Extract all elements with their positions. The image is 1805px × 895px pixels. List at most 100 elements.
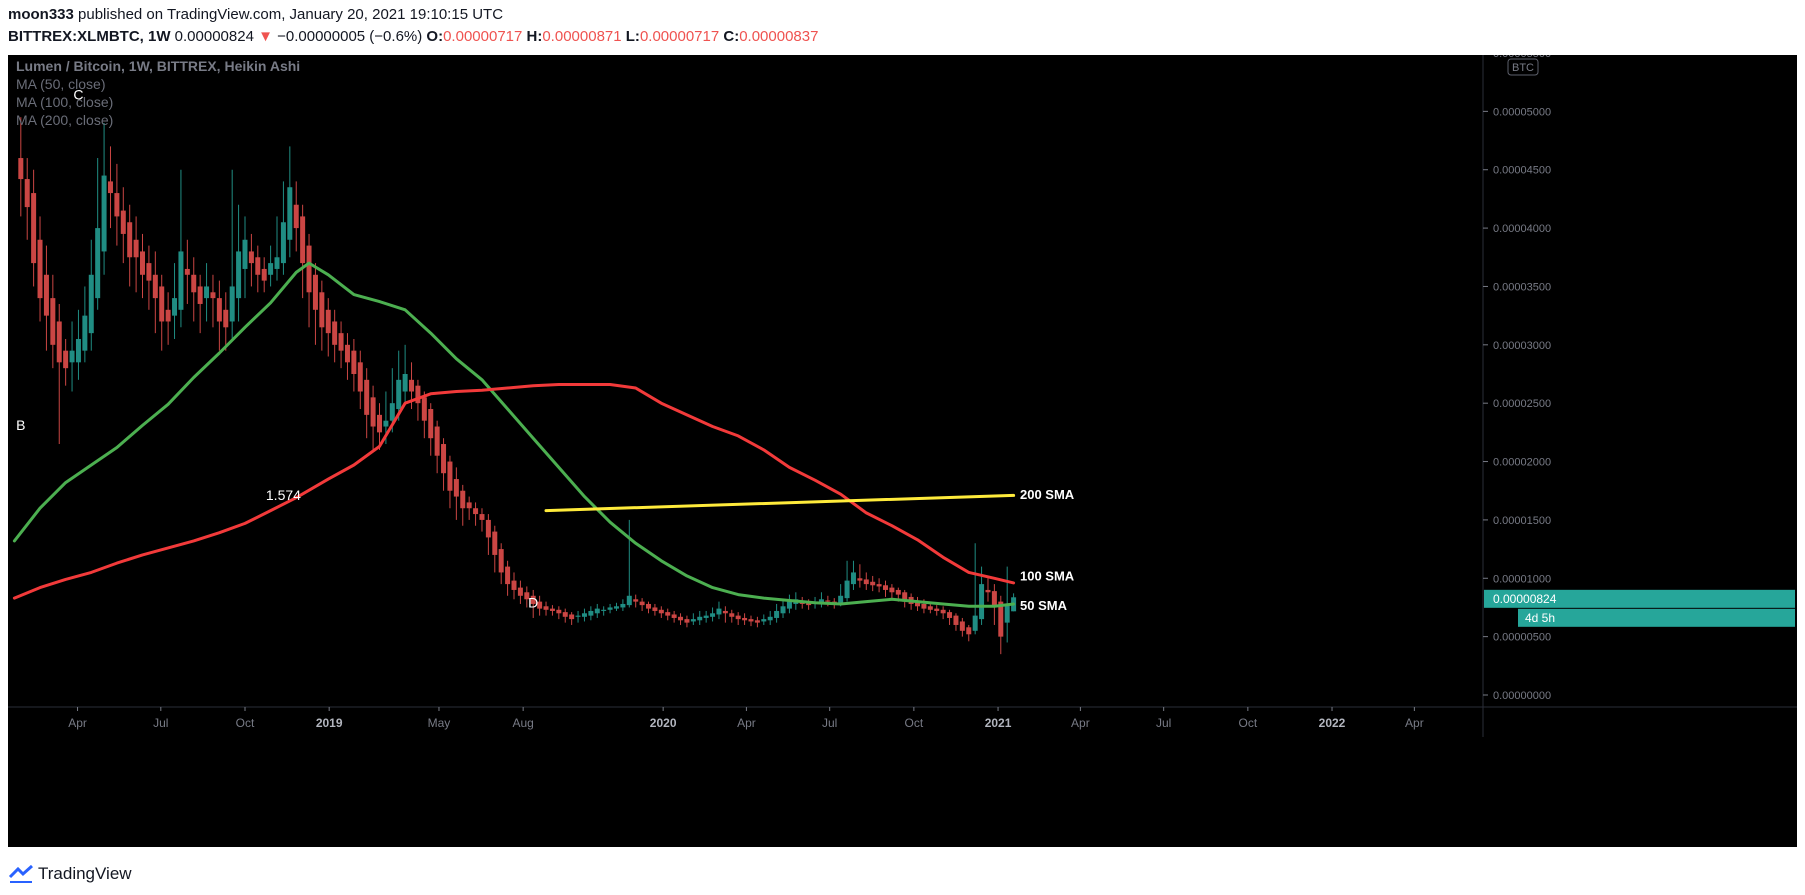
y-tick-label: 0.00000000 (1493, 690, 1551, 702)
candle (133, 216, 139, 293)
candle (716, 601, 722, 620)
candle-body (441, 444, 447, 474)
candle (678, 613, 684, 625)
candle-body (364, 379, 370, 415)
candle (191, 257, 197, 322)
tradingview-logo-icon (8, 864, 34, 884)
candle-body (966, 627, 972, 635)
x-tick-label: Apr (737, 716, 756, 730)
candle (658, 606, 664, 618)
candle-body (50, 298, 56, 345)
author-name[interactable]: moon333 (8, 6, 74, 23)
candle-body (88, 274, 94, 334)
candle (120, 187, 126, 264)
candle-body (460, 490, 466, 509)
candle-body (274, 257, 280, 269)
x-tick-label: Oct (1239, 716, 1258, 730)
candle-body (421, 397, 427, 421)
candle-body (697, 616, 703, 621)
y-tick-label: 0.00005000 (1493, 106, 1551, 118)
candle-body (319, 292, 325, 328)
candle (165, 292, 171, 345)
candle (601, 606, 607, 616)
candle-body (229, 286, 235, 322)
candle (223, 292, 229, 351)
candle (95, 158, 101, 310)
annotation-label: B (16, 417, 25, 433)
chart-area[interactable]: 0.00005500 0.00005000 0.00004500 0.00004000… (8, 55, 1797, 847)
candle (517, 580, 523, 604)
candle (927, 602, 933, 614)
candle (639, 598, 645, 611)
y-tick-label: 0.00000500 (1493, 632, 1551, 644)
candle (376, 403, 382, 450)
candle-body (998, 601, 1004, 637)
candle-body (453, 479, 459, 497)
candle (447, 455, 453, 509)
candle-body (665, 612, 671, 616)
chart-header: moon333 published on TradingView.com, Ja… (8, 4, 1798, 48)
candle-body (287, 187, 293, 240)
publish-info: published on TradingView.com, January 20… (78, 6, 504, 23)
candle-body (850, 572, 856, 585)
candle-body (505, 566, 511, 585)
candle-body (742, 617, 748, 621)
legend-item: MA (100, close) (16, 94, 113, 110)
candle (972, 543, 978, 635)
candle (338, 321, 344, 369)
candle-body (902, 592, 908, 602)
last-price-tag (1484, 589, 1795, 608)
symbol-name[interactable]: BITTREX:XLMBTC, 1W (8, 28, 171, 45)
x-tick-label: Apr (68, 716, 87, 730)
candle (652, 603, 658, 616)
candle (261, 257, 267, 293)
candle (229, 169, 235, 339)
candle (722, 606, 728, 623)
x-tick-label: 2021 (985, 716, 1012, 730)
candle-body (729, 613, 735, 617)
x-tick-label: Jul (153, 716, 168, 730)
y-tick-label: 0.00003000 (1493, 340, 1551, 352)
annotation-label: 50 SMA (1020, 598, 1068, 613)
candle (556, 606, 562, 620)
annotation-label: 100 SMA (1020, 569, 1075, 584)
candle-body (146, 263, 152, 281)
price-chart[interactable]: 0.00005500 0.00005000 0.00004500 0.00004000… (8, 55, 1797, 847)
candle (421, 391, 427, 439)
candle (742, 613, 748, 625)
close-label: C: (723, 28, 740, 45)
candle (43, 245, 49, 351)
candle (774, 603, 780, 623)
candle-body (31, 193, 37, 264)
candle-body (646, 603, 652, 609)
candle-body (607, 607, 613, 610)
candle (646, 601, 652, 614)
candle-body (684, 619, 690, 623)
candle (863, 572, 869, 590)
candle (396, 350, 402, 421)
x-tick-label: 2022 (1319, 716, 1346, 730)
candle-body (216, 298, 222, 322)
candle (613, 602, 619, 611)
candle-body (152, 274, 158, 299)
low-value: 0.00000717 (639, 28, 720, 45)
candle (50, 274, 56, 369)
candle-body (75, 338, 81, 363)
candle-body (415, 385, 421, 404)
candle-body (716, 608, 722, 615)
candle-body (447, 461, 453, 491)
tradingview-brand[interactable]: TradingView (38, 864, 132, 883)
candle (882, 580, 888, 597)
100-sma-line (12, 383, 1016, 600)
candle (671, 610, 677, 623)
candle-body (934, 608, 940, 611)
candle (966, 624, 972, 642)
candle (915, 596, 921, 611)
candle (460, 484, 466, 526)
countdown-tag (1518, 608, 1795, 627)
candle (63, 338, 69, 386)
candle (876, 578, 882, 593)
candle (902, 589, 908, 608)
candle (498, 543, 504, 585)
candle-body (889, 587, 895, 593)
